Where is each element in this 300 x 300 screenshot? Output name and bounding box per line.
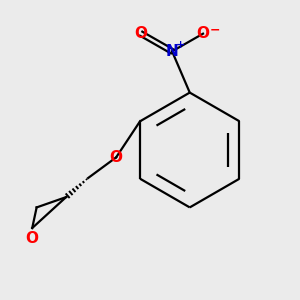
Text: −: −: [210, 24, 220, 37]
Text: O: O: [196, 26, 209, 41]
Text: O: O: [110, 150, 123, 165]
Text: O: O: [26, 231, 39, 246]
Text: N: N: [166, 44, 178, 59]
Text: O: O: [135, 26, 148, 41]
Text: +: +: [176, 40, 185, 50]
